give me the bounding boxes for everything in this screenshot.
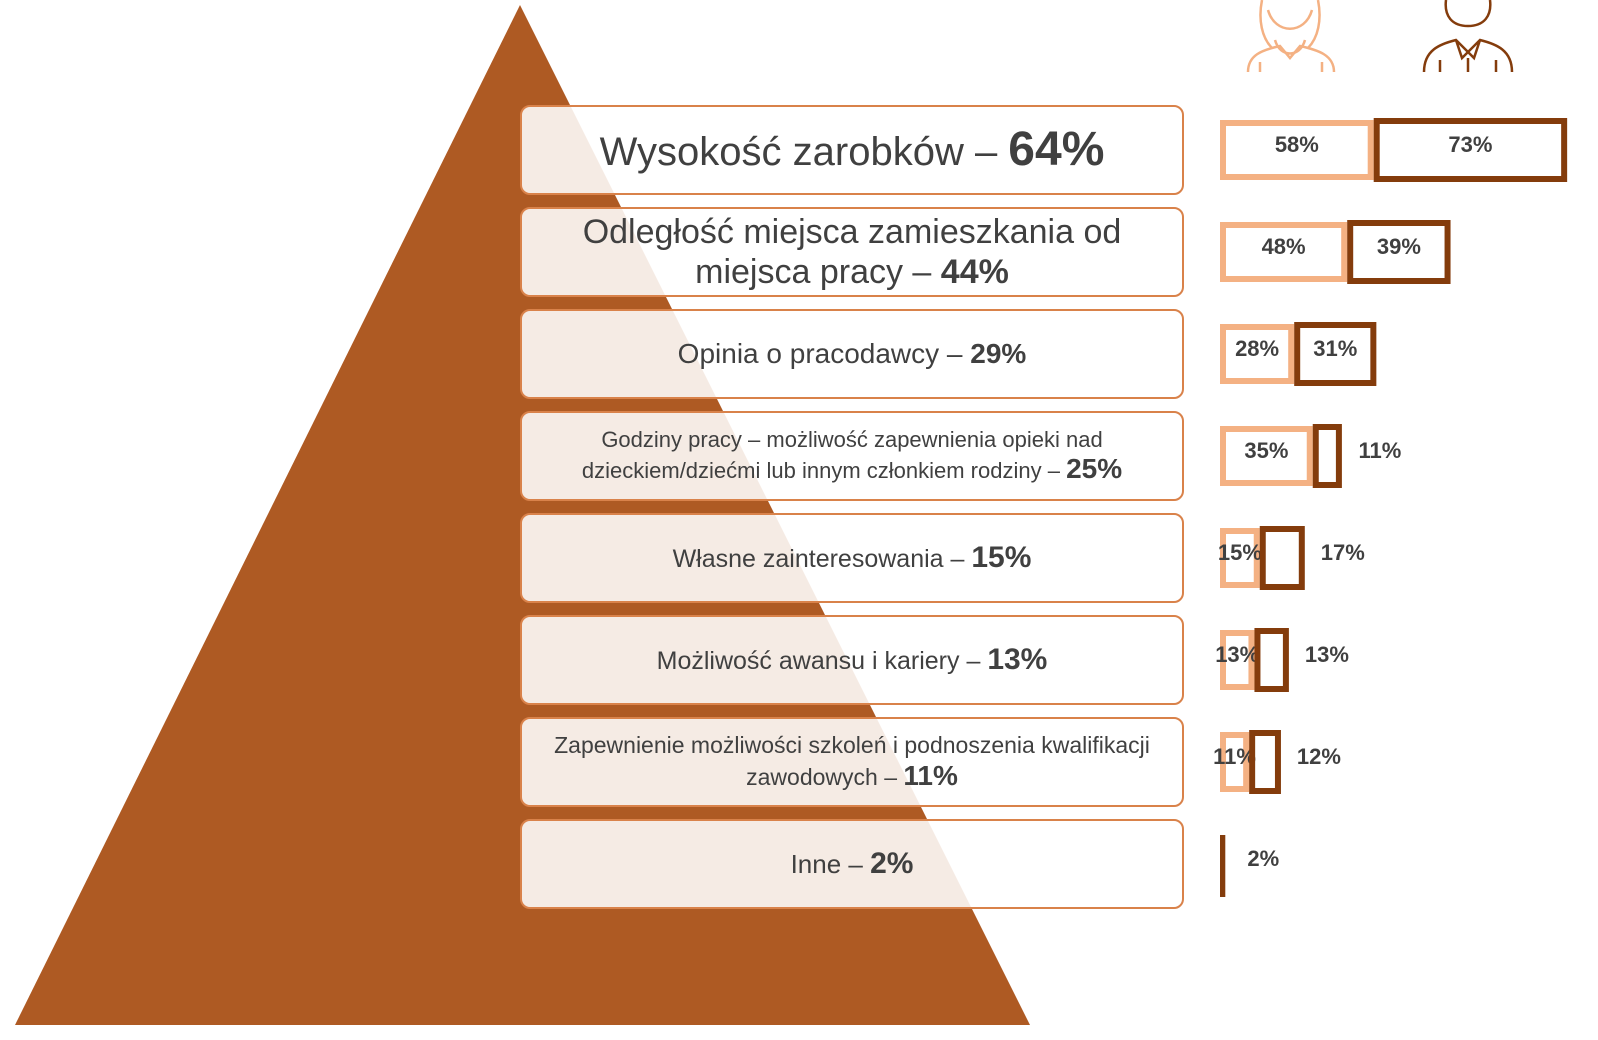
men-bar [1347, 220, 1451, 284]
men-bar [1249, 730, 1281, 794]
women-bar [1220, 528, 1260, 588]
factor-text: Inne – 2% [791, 846, 914, 881]
factor-label: Możliwość awansu i kariery – [656, 647, 988, 676]
factor-box: Możliwość awansu i kariery – 13% [520, 615, 1184, 705]
men-value-label: 13% [1305, 642, 1349, 667]
men-bar [1373, 118, 1568, 182]
factor-text: Godziny pracy – możliwość zapewnienia op… [546, 427, 1158, 486]
women-value-label: 13% [1215, 642, 1259, 667]
factor-label: Zapewnienie możliwości szkoleń i podnosz… [554, 731, 1150, 791]
factor-label: Własne zainteresowania – [672, 545, 972, 574]
man-icon [1422, 0, 1514, 73]
men-value-label: 73% [1448, 132, 1492, 157]
factor-total: 64% [1008, 122, 1105, 176]
men-bar [1254, 628, 1289, 692]
women-bar [1220, 120, 1374, 180]
factor-total: 2% [870, 847, 914, 881]
women-bar [1220, 426, 1313, 486]
men-bar [1220, 835, 1226, 897]
factor-box: Godziny pracy – możliwość zapewnienia op… [520, 411, 1184, 501]
factor-box: Odległość miejsca zamieszkania od miejsc… [520, 207, 1184, 297]
factor-text: Możliwość awansu i kariery – 13% [657, 642, 1048, 677]
men-value-label: 2% [1247, 846, 1279, 871]
factor-box: Własne zainteresowania – 15% [520, 513, 1184, 603]
gender-icons [1246, 0, 1514, 73]
men-bar [1259, 526, 1305, 590]
women-value-label: 35% [1244, 438, 1288, 463]
factor-box: Wysokość zarobków – 64% [520, 105, 1184, 195]
factor-label: Opinia o pracodawcy – [677, 338, 971, 370]
women-bar [1220, 222, 1348, 282]
factor-text: Własne zainteresowania – 15% [673, 540, 1032, 575]
factor-box: Inne – 2% [520, 819, 1184, 909]
factor-total: 13% [987, 643, 1048, 677]
factor-box: Zapewnienie możliwości szkoleń i podnosz… [520, 717, 1184, 807]
factor-total: 44% [940, 253, 1009, 291]
men-value-label: 12% [1297, 744, 1341, 769]
factor-text: Zapewnienie możliwości szkoleń i podnosz… [546, 732, 1158, 792]
factor-total: 11% [903, 760, 958, 792]
factor-total: 29% [970, 338, 1027, 370]
men-value-label: 17% [1321, 540, 1365, 565]
women-bar [1220, 630, 1255, 690]
factor-text: Wysokość zarobków – 64% [600, 122, 1105, 179]
factor-label: Godziny pracy – możliwość zapewnienia op… [581, 426, 1103, 484]
factor-box: Opinia o pracodawcy – 29% [520, 309, 1184, 399]
men-bar [1312, 424, 1342, 488]
factor-text: Odległość miejsca zamieszkania od miejsc… [546, 212, 1158, 292]
men-value-label: 31% [1313, 336, 1357, 361]
men-value-label: 11% [1358, 438, 1401, 463]
factor-label: Inne – [790, 849, 871, 880]
woman-icon [1246, 0, 1336, 73]
women-bar [1220, 324, 1295, 384]
women-value-label: 48% [1262, 234, 1306, 259]
women-bar [1220, 732, 1250, 792]
men-value-label: 39% [1377, 234, 1421, 259]
men-bar [1294, 322, 1377, 386]
women-value-label: 11% [1213, 744, 1256, 769]
women-value-label: 15% [1218, 540, 1262, 565]
factor-total: 25% [1066, 453, 1123, 485]
women-value-label: 58% [1275, 132, 1319, 157]
factor-label: Wysokość zarobków – [599, 129, 1009, 174]
factor-total: 15% [971, 541, 1032, 575]
factor-text: Opinia o pracodawcy – 29% [678, 337, 1027, 370]
factor-label: Odległość miejsca zamieszkania od miejsc… [582, 212, 1122, 291]
women-value-label: 28% [1235, 336, 1279, 361]
